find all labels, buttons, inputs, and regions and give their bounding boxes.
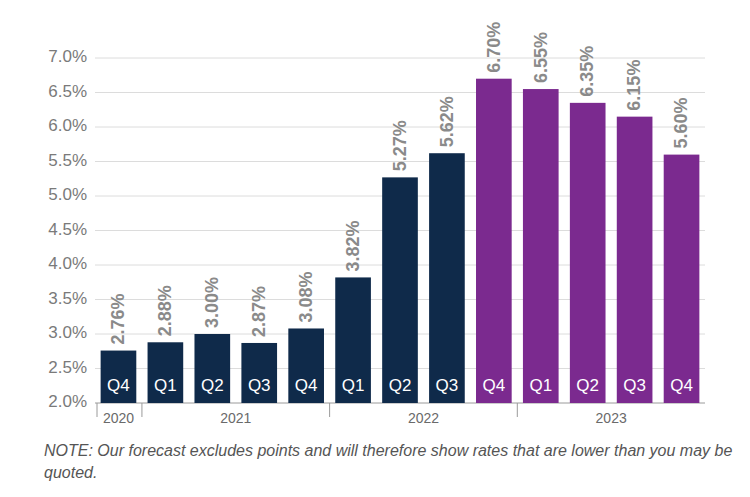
grid-line (95, 92, 705, 93)
y-tick-label: 3.0% (48, 323, 87, 342)
x-tick-label: Q3 (436, 376, 459, 395)
y-tick-label: 5.0% (48, 185, 87, 204)
y-tick-label: 7.0% (48, 47, 87, 66)
x-tick-label: Q3 (248, 376, 271, 395)
x-tick-label: Q4 (295, 376, 318, 395)
x-tick-label: Q2 (576, 376, 599, 395)
data-label: 2.88% (155, 285, 175, 336)
data-label: 6.55% (531, 32, 551, 83)
x-tick-label: Q1 (529, 376, 552, 395)
x-tick-label: Q4 (483, 376, 506, 395)
data-label: 5.60% (671, 98, 691, 149)
group-separator (329, 403, 330, 417)
group-separator (141, 403, 142, 417)
y-tick-label: 4.0% (48, 254, 87, 273)
data-label: 3.08% (296, 271, 316, 322)
bars (101, 79, 700, 403)
grid (95, 58, 705, 403)
bar (101, 351, 137, 403)
bar (335, 277, 371, 403)
group-label: 2020 (103, 410, 134, 426)
group-label: 2023 (596, 410, 627, 426)
y-tick-label: 6.0% (48, 116, 87, 135)
y-tick-label: 2.5% (48, 358, 87, 377)
data-label: 3.00% (202, 277, 222, 328)
data-label: 5.27% (390, 120, 410, 171)
x-tick-label: Q4 (107, 376, 130, 395)
group-separators (97, 403, 517, 417)
bar (382, 177, 418, 403)
y-tick-label: 4.5% (48, 220, 87, 239)
data-label: 5.62% (437, 96, 457, 147)
data-label: 6.15% (624, 60, 644, 111)
bar (148, 342, 184, 403)
bar (617, 117, 653, 403)
bar (664, 155, 700, 403)
group-label: 2021 (220, 410, 251, 426)
y-tick-label: 5.5% (48, 151, 87, 170)
y-tick-label: 6.5% (48, 82, 87, 101)
y-tick-label: 2.0% (48, 392, 87, 411)
data-label: 6.35% (577, 46, 597, 97)
y-tick-label: 3.5% (48, 289, 87, 308)
group-separator (517, 403, 518, 417)
data-label: 2.76% (108, 294, 128, 345)
x-tick-label: Q3 (623, 376, 646, 395)
bar (523, 89, 559, 403)
bar (241, 343, 277, 403)
x-tick-label: Q2 (201, 376, 224, 395)
group-label: 2022 (408, 410, 439, 426)
note: NOTE: Our forecast excludes points and w… (44, 440, 734, 484)
bar (288, 328, 324, 403)
bar (476, 79, 512, 403)
labels: 2.76% Q4 2.88% Q1 3.00% Q2 2.87% Q3 3.08% Q4 3.82%… (107, 22, 693, 395)
data-label: 6.70% (484, 22, 504, 73)
bar (429, 153, 465, 403)
x-tick-label: Q2 (389, 376, 412, 395)
bar (570, 103, 606, 403)
data-label: 3.82% (343, 220, 363, 271)
x-tick-label: Q1 (154, 376, 177, 395)
x-tick-label: Q4 (670, 376, 693, 395)
group-separator (97, 403, 98, 417)
chart: 2.0% 2.5% 3.0% 3.5% 4.0% 4.5% 5.0% 5.5% 6.0% 6.5%… (0, 0, 750, 440)
data-label: 2.87% (249, 286, 269, 337)
grid-line (95, 58, 705, 59)
bar (194, 334, 230, 403)
x-tick-label: Q1 (342, 376, 365, 395)
